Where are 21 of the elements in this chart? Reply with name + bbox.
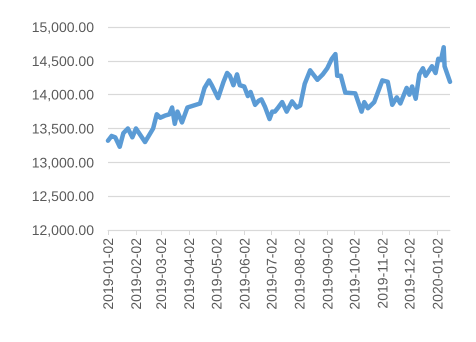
x-tick-label: 2019-12-02 — [401, 238, 418, 310]
x-tick-label: 2019-05-02 — [208, 238, 224, 310]
line-series — [106, 45, 452, 150]
x-tick-label: 2020-01-02 — [429, 238, 446, 310]
x-tick-label: 2019-03-02 — [153, 238, 170, 310]
y-tick-label: 13,000.00 — [32, 154, 94, 170]
x-tick-label: 2019-04-02 — [181, 238, 198, 310]
x-tick-label: 2019-07-02 — [263, 238, 280, 310]
y-tick-label: 13,500.00 — [32, 120, 94, 136]
y-tick-label: 14,000.00 — [32, 86, 94, 103]
y-tick-label: 12,000.00 — [32, 222, 94, 238]
x-tick-label: 2019-01-02 — [100, 238, 116, 310]
x-tick-label: 2019-06-02 — [236, 238, 252, 310]
x-tick-label: 2019-02-02 — [128, 238, 144, 310]
x-tick-label: 2019-09-02 — [319, 238, 336, 310]
x-tick-label: 2019-10-02 — [346, 238, 362, 310]
y-tick-label: 12,500.00 — [32, 188, 94, 204]
x-tick-label: 2019-08-02 — [291, 238, 308, 310]
y-tick-label: 15,000.00 — [32, 19, 94, 35]
y-tick-label: 14,500.00 — [32, 52, 94, 69]
x-tick-label: 2019-11-02 — [374, 238, 390, 309]
